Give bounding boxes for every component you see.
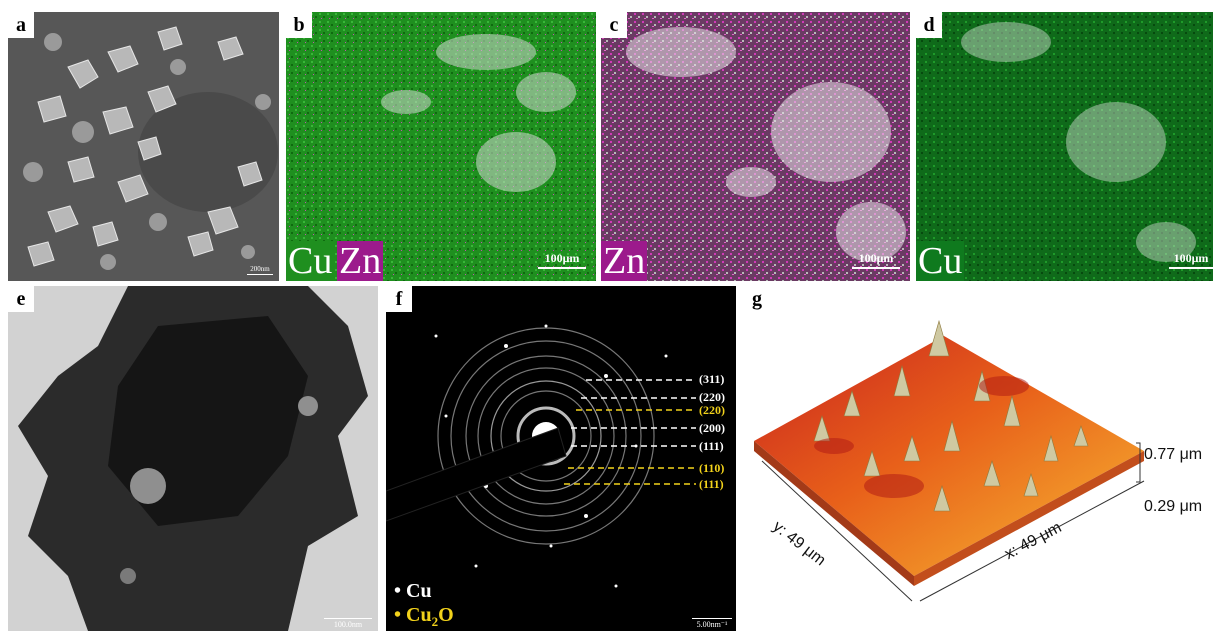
legend-cu2o-sub: 2 <box>431 614 439 629</box>
panel-d-scale-bar: 100μm <box>1169 251 1213 269</box>
panel-f-saed-pattern: f (311) (220) (220) (200) (111) (110) (1… <box>386 286 736 631</box>
tem-agglomerate-graphic <box>8 286 378 631</box>
panel-b-element-zn: Zn <box>337 240 384 281</box>
panel-g-label: g <box>744 286 770 312</box>
ring-label-4: (200) <box>699 421 725 435</box>
panel-b-scale-bar: 100μm <box>538 251 586 269</box>
legend-cu2o-bullet: • <box>394 604 402 626</box>
panel-a-sem-image: a 200nm <box>8 12 279 281</box>
ring-label-5: (111) <box>699 439 724 453</box>
ring-label-1: (311) <box>699 372 725 386</box>
panel-b-scale-text: 100μm <box>544 251 580 265</box>
panel-f-scale-text: 5.00nm⁻¹ <box>696 620 728 629</box>
afm-z-max: 0.77 μm <box>1144 446 1203 463</box>
panel-a-scale-bar: 200nm <box>247 265 273 275</box>
afm-3d-surface-graphic <box>754 319 1145 602</box>
cu-zn-map-graphic <box>286 12 596 281</box>
legend-cu: • Cu <box>394 580 432 603</box>
afm-z-min: 0.29 μm <box>1144 498 1203 515</box>
zn-map-graphic <box>601 12 910 281</box>
panel-d-label: d <box>916 12 942 38</box>
panel-e-scale-bar: 100.0nm <box>324 618 372 629</box>
ring-label-6: (110) <box>699 461 725 475</box>
panel-e-label: e <box>8 286 34 312</box>
ring-leader-lines <box>564 379 696 485</box>
panel-d-scale-text: 100μm <box>1173 251 1209 265</box>
panel-e-scale-text: 100.0nm <box>333 620 363 629</box>
panel-d-eds-map: d Cu 100μm <box>916 12 1213 281</box>
panel-c-scale-bar: 100μm <box>852 251 900 269</box>
panel-a-label: a <box>8 12 34 38</box>
legend-cu2o-tail: O <box>438 604 454 626</box>
legend-cu2o-text: Cu <box>406 604 432 626</box>
legend-cu-bullet: • <box>394 580 402 602</box>
panel-f-label: f <box>386 286 412 312</box>
cu-map-graphic <box>916 12 1213 281</box>
legend-cu-text: Cu <box>406 580 432 602</box>
panel-b-eds-map: b Cu Zn 100μm <box>286 12 596 281</box>
panel-c-scale-text: 100μm <box>858 251 894 265</box>
panel-c-label: c <box>601 12 627 38</box>
panel-f-scale-bar: 5.00nm⁻¹ <box>692 618 732 629</box>
panel-b-label: b <box>286 12 312 38</box>
diffraction-rings-graphic <box>386 286 736 631</box>
panel-a-scale-text: 200nm <box>250 265 270 273</box>
legend-cu2o: • Cu2O <box>394 604 454 630</box>
ring-label-3: (220) <box>699 403 725 417</box>
panel-g-afm-surface: g 0.77 μm 0.29 μm x: 49 μm y: 49 μm <box>744 286 1213 631</box>
panel-e-tem-image: e 100.0nm <box>8 286 378 631</box>
panel-b-element-cu: Cu <box>286 240 335 281</box>
panel-d-element-cu: Cu <box>916 240 965 281</box>
panel-c-element-zn: Zn <box>601 240 648 281</box>
panel-c-eds-map: c Zn 100μm <box>601 12 910 281</box>
ring-label-2: (220) <box>699 390 725 404</box>
ring-label-7: (111) <box>699 477 724 491</box>
sem-crystals-graphic <box>8 12 279 281</box>
